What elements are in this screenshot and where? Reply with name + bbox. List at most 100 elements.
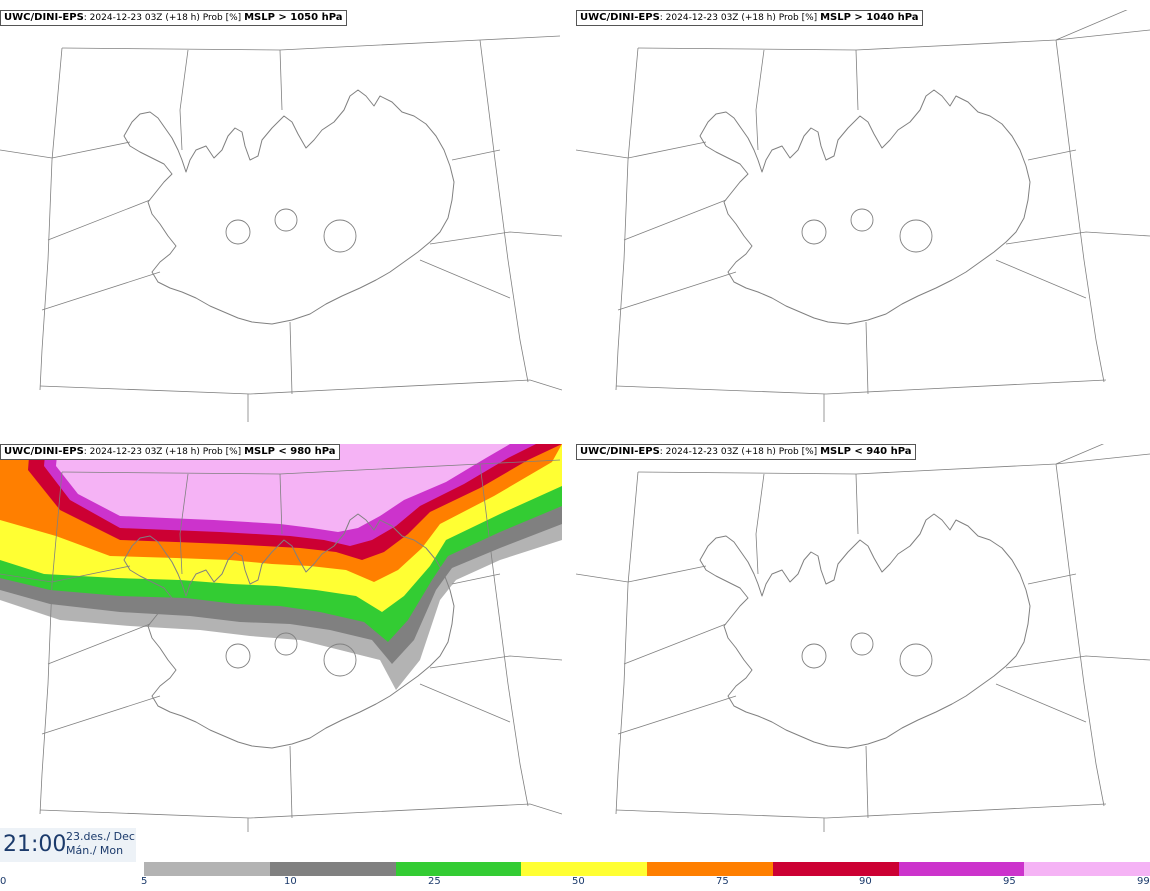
grid-line [855,49,859,111]
grid-line [39,803,562,819]
grid-line [451,149,501,161]
grid-line [1055,463,1105,807]
grid-line [47,623,151,665]
iceland-coastline [123,513,455,749]
grid-line [479,463,529,807]
valid-time-box: 21:00 23.des./ Dec Mán./ Mon [0,828,136,862]
grid-line [755,49,765,151]
threshold-label: MSLP > 1040 hPa [820,12,919,23]
lake-outline [850,208,874,232]
panel-title: UWC/DINI-EPS: 2024-12-23 03Z (+18 h) Pro… [576,444,916,460]
valid-date: 23.des./ Dec Mán./ Mon [66,830,135,858]
valid-date-line2: Mán./ Mon [66,844,124,857]
grid-line [617,695,737,735]
map-panel-mslp-lt-940: UWC/DINI-EPS: 2024-12-23 03Z (+18 h) Pro… [576,444,1150,832]
grid-line [1055,39,1105,383]
grid-line [617,271,737,311]
grid-line [41,695,161,735]
lake-outline [801,643,827,669]
grid-line [429,655,562,669]
threshold-label: MSLP > 1050 hPa [244,12,343,23]
lake-outline [274,208,298,232]
model-name: UWC/DINI-EPS [4,446,84,457]
grid-line [615,803,1107,819]
grid-line [637,453,1150,475]
grid-line [755,473,765,575]
grid-line [41,271,161,311]
grid-line [1027,149,1077,161]
grid-line [995,683,1087,723]
grid-line [623,623,727,665]
grid-line [479,39,529,383]
colorbar-tick-label: 90 [859,876,872,887]
colorbar-tick-label: 5 [141,876,148,887]
grid-line [615,379,1107,395]
model-name: UWC/DINI-EPS [580,446,660,457]
lake-outline [850,632,874,656]
colorbar-segment [395,862,522,876]
grid-line [865,321,869,395]
grid-line [623,199,727,241]
map-layer [576,444,1150,832]
map-panel-mslp-gt-1040: UWC/DINI-EPS: 2024-12-23 03Z (+18 h) Pro… [576,10,1150,422]
grid-line [637,29,1150,51]
map-panel-mslp-gt-1050: UWC/DINI-EPS: 2024-12-23 03Z (+18 h) Pro… [0,10,562,422]
map-canvas [0,35,562,422]
grid-line [1005,231,1150,245]
threshold-label: MSLP < 940 hPa [820,446,912,457]
lake-outline [899,219,933,253]
model-name: UWC/DINI-EPS [580,12,660,23]
colorbar-segment [772,862,899,876]
panel-title: UWC/DINI-EPS: 2024-12-23 03Z (+18 h) Pro… [0,10,347,26]
lake-outline [801,219,827,245]
valid-time: 21:00 [3,832,67,857]
grid-line [1055,444,1105,465]
grid-line [865,745,869,819]
model-name: UWC/DINI-EPS [4,12,84,23]
colorbar-tick-label: 75 [716,876,729,887]
colorbar-segment [1024,862,1150,876]
map-layer [0,35,562,422]
lake-outline [323,219,357,253]
iceland-coastline [123,89,455,325]
map-canvas [0,444,562,832]
lake-outline [225,643,251,669]
grid-line [576,141,707,159]
colorbar-tick-label: 10 [284,876,297,887]
grid-line [429,231,562,245]
grid-line [39,471,63,815]
grid-line [1005,655,1150,669]
colorbar-tick-label: 50 [572,876,585,887]
lake-outline [323,643,357,677]
colorbar-tick-label: 95 [1003,876,1016,887]
grid-line [289,745,293,819]
grid-line [576,565,707,583]
panel-title: UWC/DINI-EPS: 2024-12-23 03Z (+18 h) Pro… [576,10,923,26]
grid-line [1055,10,1128,41]
grid-line [179,49,189,151]
probability-colorbar [144,862,1150,876]
grid-line [1027,573,1077,585]
map-layer [0,459,562,832]
colorbar-tick-label: 0 [0,876,7,887]
map-panel-mslp-lt-980: UWC/DINI-EPS: 2024-12-23 03Z (+18 h) Pro… [0,444,562,832]
map-layer [576,10,1150,422]
grid-line [615,471,639,815]
run-info: 2024-12-23 03Z (+18 h) Prob [%] [89,13,242,23]
grid-line [47,199,151,241]
grid-line [279,49,283,111]
colorbar-segment [521,862,648,876]
colorbar-segment [144,862,271,876]
lake-outline [274,632,298,656]
colorbar-segment [898,862,1025,876]
colorbar-tick-label: 25 [428,876,441,887]
colorbar-segment [647,862,774,876]
grid-line [615,47,639,391]
colorbar-tick-label: 99 [1137,876,1150,887]
grid-line [279,473,283,535]
panel-title: UWC/DINI-EPS: 2024-12-23 03Z (+18 h) Pro… [0,444,340,460]
colorbar-segment [269,862,396,876]
grid-line [0,141,131,159]
grid-line [179,473,189,575]
lake-outline [899,643,933,677]
